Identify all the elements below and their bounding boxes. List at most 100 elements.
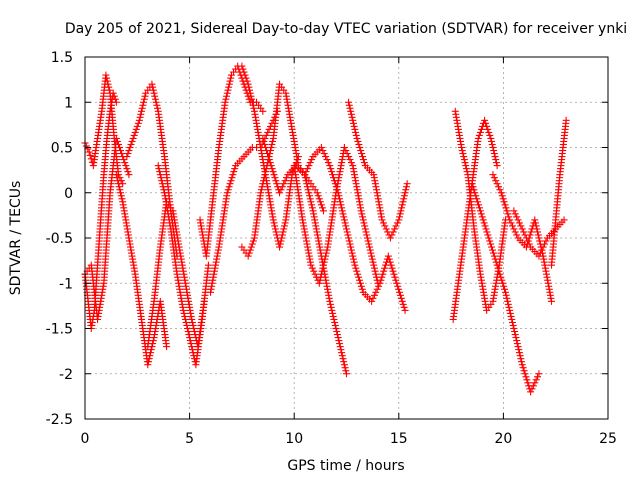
data-point <box>351 261 359 269</box>
track-marker <box>522 373 530 381</box>
track-marker <box>350 258 358 266</box>
track-marker <box>345 153 353 161</box>
track-marker <box>208 279 216 287</box>
track-marker <box>355 195 363 203</box>
track-marker <box>541 264 549 272</box>
track-marker <box>349 255 357 263</box>
track-marker <box>352 180 360 188</box>
data-point <box>109 89 117 97</box>
track-marker <box>180 309 188 317</box>
track-marker <box>484 231 492 239</box>
track-marker <box>498 276 506 284</box>
track-marker <box>258 183 266 191</box>
data-point <box>366 243 374 251</box>
track-marker <box>214 246 222 254</box>
track-marker <box>506 306 514 314</box>
track-marker <box>340 216 348 224</box>
track-marker <box>317 201 325 209</box>
track-marker <box>494 264 502 272</box>
track-marker <box>339 210 347 218</box>
data-point <box>340 144 348 151</box>
x-tick-label: 15 <box>390 431 408 447</box>
track-marker <box>482 119 490 127</box>
track-marker <box>277 237 285 245</box>
track-marker <box>477 125 485 133</box>
track-marker <box>483 228 491 236</box>
track-marker <box>352 131 360 139</box>
track-marker <box>348 249 356 257</box>
track-marker <box>300 222 308 230</box>
track-marker <box>381 222 389 230</box>
track-marker <box>320 258 328 266</box>
track-marker <box>116 186 124 194</box>
track-marker <box>212 261 220 269</box>
track-marker <box>257 186 265 194</box>
track-marker <box>188 318 196 326</box>
track-marker <box>332 183 340 191</box>
track-marker <box>546 288 554 296</box>
track-marker <box>133 122 141 130</box>
track-marker <box>500 282 508 290</box>
track-marker <box>301 228 309 236</box>
track-marker <box>358 150 366 158</box>
data-point <box>357 207 365 215</box>
track-marker <box>478 213 486 221</box>
track-marker <box>515 349 523 357</box>
track-marker <box>511 331 519 339</box>
track-marker <box>299 219 307 227</box>
track-marker <box>520 228 528 236</box>
track-marker <box>302 237 310 245</box>
track-marker <box>280 222 288 230</box>
track-marker <box>382 225 390 233</box>
track-marker <box>358 210 366 218</box>
track-marker <box>376 207 384 215</box>
track-marker <box>322 153 330 161</box>
track-marker <box>311 216 319 224</box>
track-marker <box>475 201 483 209</box>
track-marker <box>314 192 322 200</box>
track-marker <box>531 379 539 387</box>
track-marker <box>110 92 118 100</box>
track-marker <box>326 300 334 308</box>
track-marker <box>503 294 511 302</box>
track-marker <box>247 243 255 251</box>
track-marker <box>114 177 122 185</box>
track-marker <box>376 204 384 212</box>
data-point <box>531 216 539 224</box>
track-marker <box>113 137 121 145</box>
track-marker <box>396 291 404 299</box>
track-marker <box>310 210 318 218</box>
data-point <box>476 207 484 215</box>
track-marker <box>529 382 537 390</box>
track-marker <box>336 168 344 176</box>
track-marker <box>304 243 312 251</box>
track-marker <box>263 150 271 158</box>
track-marker <box>354 137 362 145</box>
y-tick-label: 1 <box>64 95 73 111</box>
track-marker <box>372 288 380 296</box>
track-marker <box>501 285 509 293</box>
track-marker <box>388 231 396 239</box>
track-marker <box>517 222 525 230</box>
track-marker <box>341 364 349 372</box>
track-marker <box>484 125 492 133</box>
track-marker <box>147 349 155 357</box>
track-marker <box>356 201 364 209</box>
track-marker <box>397 294 405 302</box>
track-marker <box>521 370 529 378</box>
track-marker <box>522 234 530 242</box>
data-point <box>317 144 325 151</box>
track-marker <box>214 249 222 257</box>
track-marker <box>493 180 501 188</box>
y-tick-label: 0.5 <box>51 141 73 157</box>
track-marker <box>115 183 123 191</box>
track-marker <box>371 180 379 188</box>
track-marker <box>359 153 367 161</box>
data-point <box>112 171 120 179</box>
data-point <box>458 144 466 151</box>
track-marker <box>227 177 235 185</box>
track-marker <box>356 279 364 287</box>
track-marker <box>306 255 314 263</box>
track-marker <box>281 219 289 227</box>
track-marker <box>250 104 258 112</box>
